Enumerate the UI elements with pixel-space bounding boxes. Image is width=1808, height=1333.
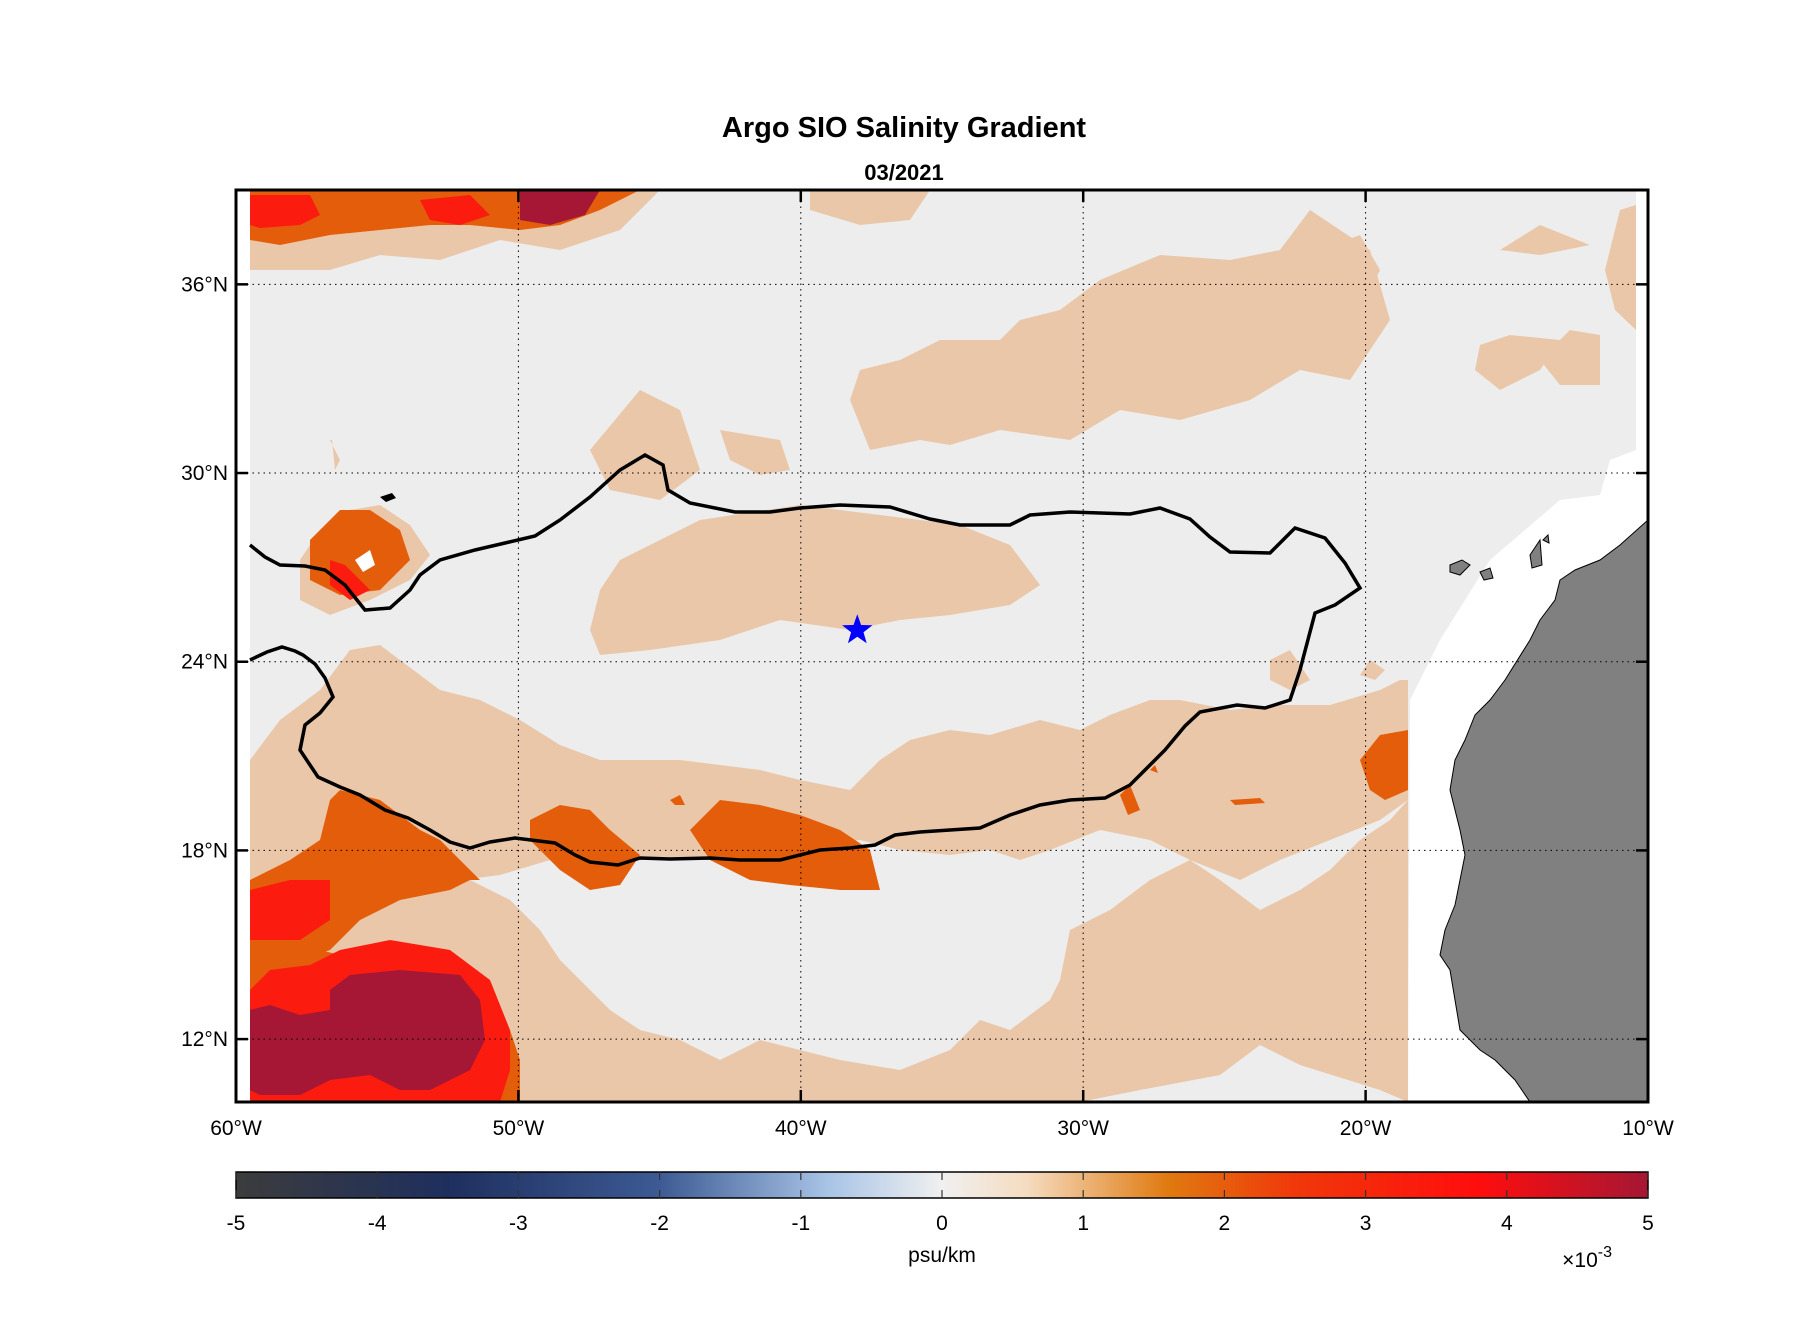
y-axis: 12°N 18°N 24°N 30°N 36°N <box>181 273 1648 1051</box>
colorbar-tick-label: 1 <box>1077 1212 1089 1235</box>
colorbar-scale-exponent: -3 <box>1598 1244 1612 1261</box>
colorbar-tick-label: -3 <box>509 1212 528 1235</box>
y-tick-label: 30°N <box>181 462 228 485</box>
colorbar: -5 -4 -3 -2 -1 0 1 2 3 4 5 psu/km ×10-3 <box>227 1171 1654 1272</box>
colorbar-units-label: psu/km <box>908 1244 976 1267</box>
colorbar-tick-label: -4 <box>368 1212 387 1235</box>
x-tick-label: 50°W <box>493 1117 545 1140</box>
no-data-patch <box>355 550 375 572</box>
map-title: Argo SIO Salinity Gradient <box>721 112 1087 144</box>
x-tick-label: 40°W <box>775 1117 827 1140</box>
colorbar-tick-label: 5 <box>1642 1212 1654 1235</box>
y-tick-label: 12°N <box>181 1028 228 1051</box>
low-gradient-patch <box>670 905 740 935</box>
africa-landmass <box>1439 519 1648 1102</box>
y-tick-label: 18°N <box>181 839 228 862</box>
colorbar-tick-label: 2 <box>1219 1212 1231 1235</box>
y-tick-label: 24°N <box>181 651 228 674</box>
map-plot-area <box>236 190 1648 1102</box>
x-tick-label: 10°W <box>1622 1117 1674 1140</box>
map-subtitle: 03/2021 <box>864 160 944 185</box>
small-black-feature <box>380 493 396 502</box>
colorbar-tick-label: 4 <box>1501 1212 1513 1235</box>
colorbar-tick-label: 0 <box>936 1212 948 1235</box>
x-tick-label: 20°W <box>1340 1117 1392 1140</box>
colorbar-ticks: -5 -4 -3 -2 -1 0 1 2 3 4 5 <box>227 1172 1654 1235</box>
canary-island-icon <box>1479 567 1494 581</box>
colorbar-tick-label: -2 <box>650 1212 669 1235</box>
colorbar-scale-base: ×10 <box>1562 1249 1598 1272</box>
x-tick-label: 60°W <box>210 1117 262 1140</box>
canary-island-icon <box>1449 559 1471 576</box>
canary-island-icon <box>1542 533 1550 544</box>
map-frame <box>234 188 1650 1104</box>
x-axis: 60°W 50°W 40°W 30°W 20°W 10°W <box>210 190 1674 1140</box>
map-grid <box>236 190 1648 1102</box>
colorbar-scale-label: ×10-3 <box>1562 1244 1612 1272</box>
contour-lines <box>248 452 1363 867</box>
gradient-level-4 <box>250 190 600 1095</box>
y-tick-label: 36°N <box>181 273 228 296</box>
location-star-icon <box>842 614 873 644</box>
colorbar-tick-label: -1 <box>791 1212 810 1235</box>
colorbar-tick-label: 3 <box>1360 1212 1372 1235</box>
canary-island-icon <box>1529 538 1543 569</box>
colorbar-tick-label: -5 <box>227 1212 246 1235</box>
x-tick-label: 30°W <box>1057 1117 1109 1140</box>
